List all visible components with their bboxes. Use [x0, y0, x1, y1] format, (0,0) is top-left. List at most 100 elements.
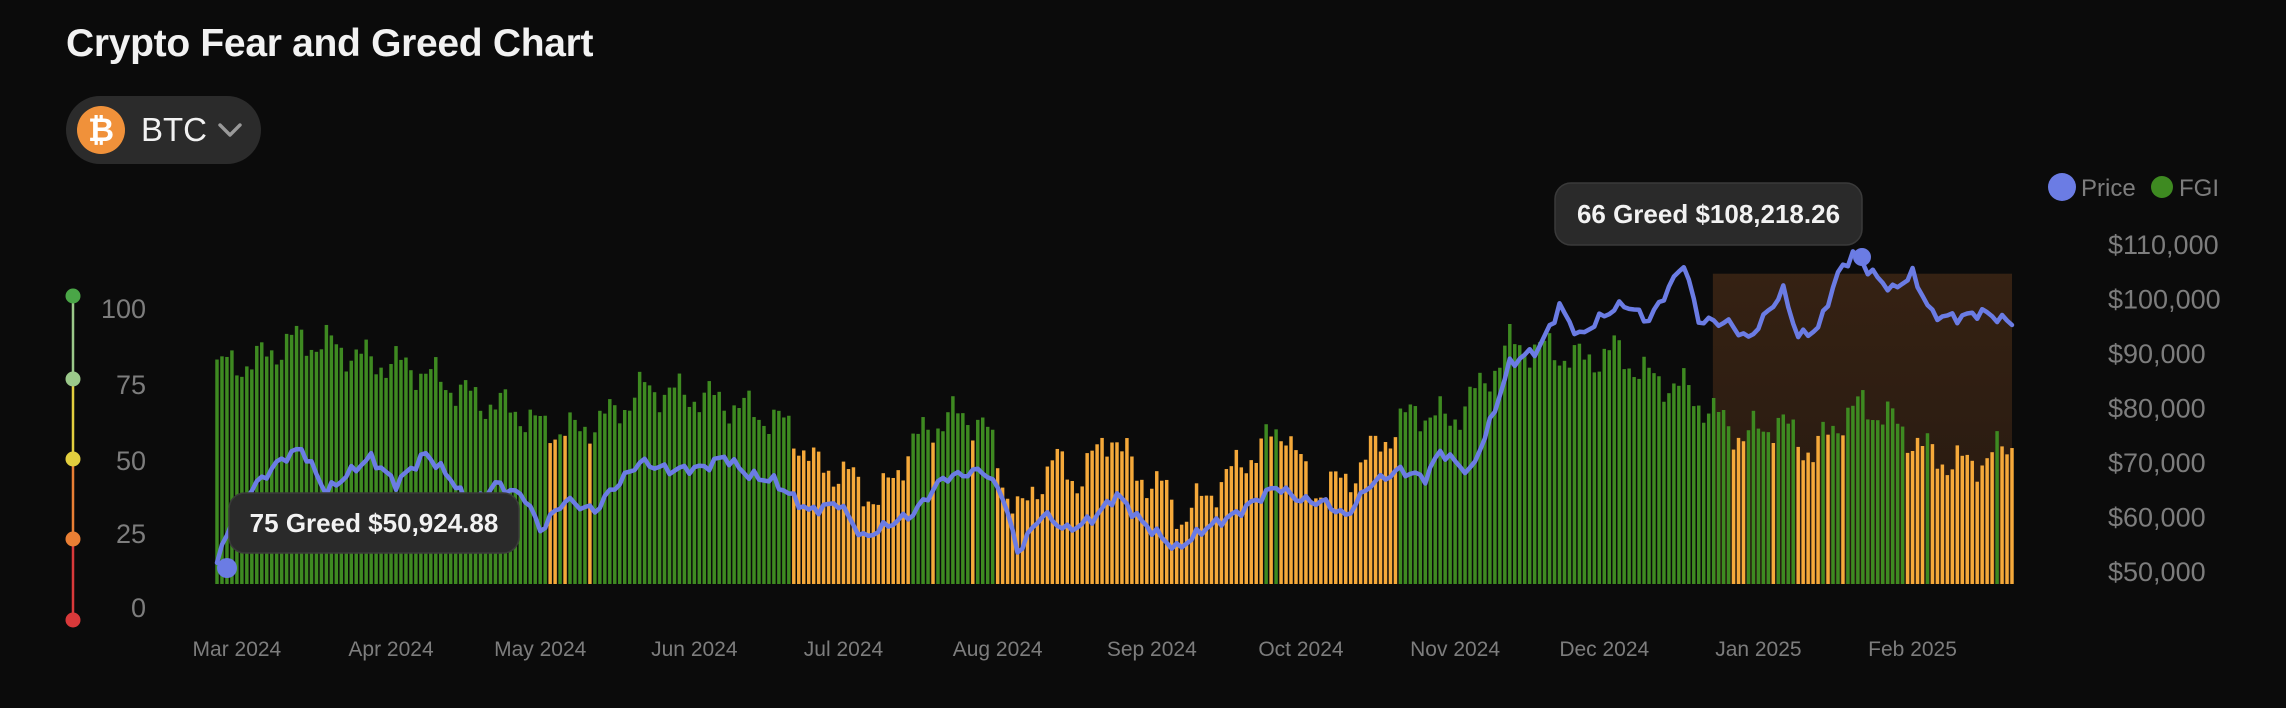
tooltip-point	[217, 558, 237, 578]
fgi-bar	[1363, 459, 1368, 584]
fgi-bar	[1239, 467, 1244, 584]
fgi-bar	[1080, 486, 1084, 584]
legend-marker	[2151, 176, 2173, 198]
fgi-bar	[294, 325, 299, 584]
x-tick-label: Nov 2024	[1410, 638, 1500, 661]
fgi-bar	[647, 385, 652, 584]
fgi-bar	[1130, 456, 1134, 584]
fgi-bar	[1348, 492, 1353, 584]
fgi-bar	[1140, 479, 1144, 584]
fgi-bar	[1791, 419, 1795, 584]
fgi-bar	[896, 470, 900, 584]
fgi-bar	[1199, 495, 1204, 584]
fgi-bar	[349, 360, 353, 584]
fgi-bar	[1279, 441, 1283, 584]
fgi-bar	[1900, 426, 1905, 584]
fgi-bar	[543, 415, 547, 584]
fgi-bar	[792, 448, 796, 584]
fgi-bar	[1885, 401, 1890, 584]
fgi-bar	[1125, 438, 1129, 584]
fgi-bar	[702, 392, 707, 584]
fgi-bar	[379, 367, 383, 584]
fgi-bar	[1652, 373, 1656, 584]
fgi-bar	[1145, 498, 1149, 584]
fgi-bar	[448, 392, 453, 584]
fgi-bar	[627, 410, 632, 584]
chevron-down-icon	[217, 117, 243, 143]
fgi-bar	[1647, 367, 1651, 584]
fgi-bar	[971, 440, 975, 584]
fgi-bar	[1254, 462, 1258, 584]
fgi-tick-label: 100	[101, 294, 146, 324]
fgi-bar	[533, 415, 537, 584]
fgi-bar	[707, 381, 711, 584]
fgi-bar	[1488, 391, 1492, 584]
fgi-bar	[1866, 419, 1870, 584]
fgi-bar	[1209, 495, 1214, 584]
fgi-bar	[1120, 451, 1124, 584]
fgi-bar	[1597, 371, 1602, 584]
fgi-bar	[1015, 496, 1020, 584]
fgi-bar	[1408, 404, 1413, 584]
fgi-tick-label: 50	[116, 446, 146, 476]
fgi-bar	[836, 483, 841, 584]
fgi-bar	[384, 377, 388, 584]
fgi-bar	[1010, 513, 1015, 584]
fgi-bar	[468, 390, 473, 584]
fgi-bar	[1890, 408, 1895, 584]
fgi-bar	[1950, 469, 1955, 584]
x-axis: Mar 2024 Apr 2024 May 2024 Jun 2024 Jul 2024…	[193, 638, 1957, 661]
coin-select-button[interactable]: ₿ BTC	[66, 96, 261, 164]
fgi-bar	[443, 390, 448, 584]
fgi-bar	[299, 329, 304, 584]
fgi-bar	[1861, 390, 1865, 584]
x-tick-label: Oct 2024	[1258, 638, 1344, 661]
fgi-bar	[1955, 445, 1960, 584]
fgi-bar	[1189, 507, 1194, 584]
fgi-bar	[1418, 431, 1423, 584]
fgi-bar	[1851, 405, 1855, 584]
fgi-bar	[429, 369, 433, 584]
fgi-bar	[672, 387, 677, 584]
x-tick-label: Sep 2024	[1107, 638, 1197, 661]
fgi-bar	[657, 412, 662, 584]
fgi-bar	[772, 409, 776, 584]
fgi-bar	[1224, 469, 1229, 584]
fgi-bar	[1274, 429, 1278, 584]
fgi-bar	[876, 504, 881, 584]
fgi-bar	[1612, 335, 1616, 584]
tooltip-box	[1554, 182, 1863, 246]
fgi-bar	[1368, 435, 1373, 584]
fgi-bar	[1204, 495, 1209, 584]
fgi-bar	[250, 369, 254, 584]
fgi-bar	[1075, 493, 1079, 584]
fgi-bar	[1045, 466, 1050, 584]
fgi-bar	[1607, 350, 1611, 584]
price-tick-label: $90,000	[2108, 339, 2206, 369]
price-line	[214, 249, 2015, 566]
fgi-bar	[1995, 431, 1999, 584]
fgi-bar	[1468, 386, 1472, 584]
fgi-bar	[1846, 407, 1850, 584]
fgi-bar	[1249, 460, 1253, 584]
fgi-bar	[1443, 413, 1447, 584]
fgi-bar	[767, 433, 771, 584]
fgi-bar	[1736, 437, 1741, 584]
fgi-tick-label: 0	[131, 593, 146, 623]
fgi-bar	[1060, 451, 1065, 584]
fgi-bar	[1329, 471, 1333, 584]
fgi-bar	[1522, 355, 1527, 584]
fgi-scale-dot	[65, 371, 81, 387]
legend-label: Price	[2081, 175, 2136, 202]
fgi-bar	[797, 455, 801, 584]
fgi-bar	[419, 373, 423, 584]
bitcoin-icon: ₿	[77, 106, 125, 154]
fgi-bar	[1801, 460, 1805, 584]
fgi-bar	[1836, 433, 1840, 584]
fgi-bar	[1498, 367, 1502, 584]
fgi-bar	[1587, 354, 1592, 584]
fgi-bar	[1876, 420, 1880, 584]
fgi-bar	[1925, 433, 1930, 584]
fgi-bar	[1343, 473, 1348, 584]
fgi-bar	[1806, 452, 1810, 584]
